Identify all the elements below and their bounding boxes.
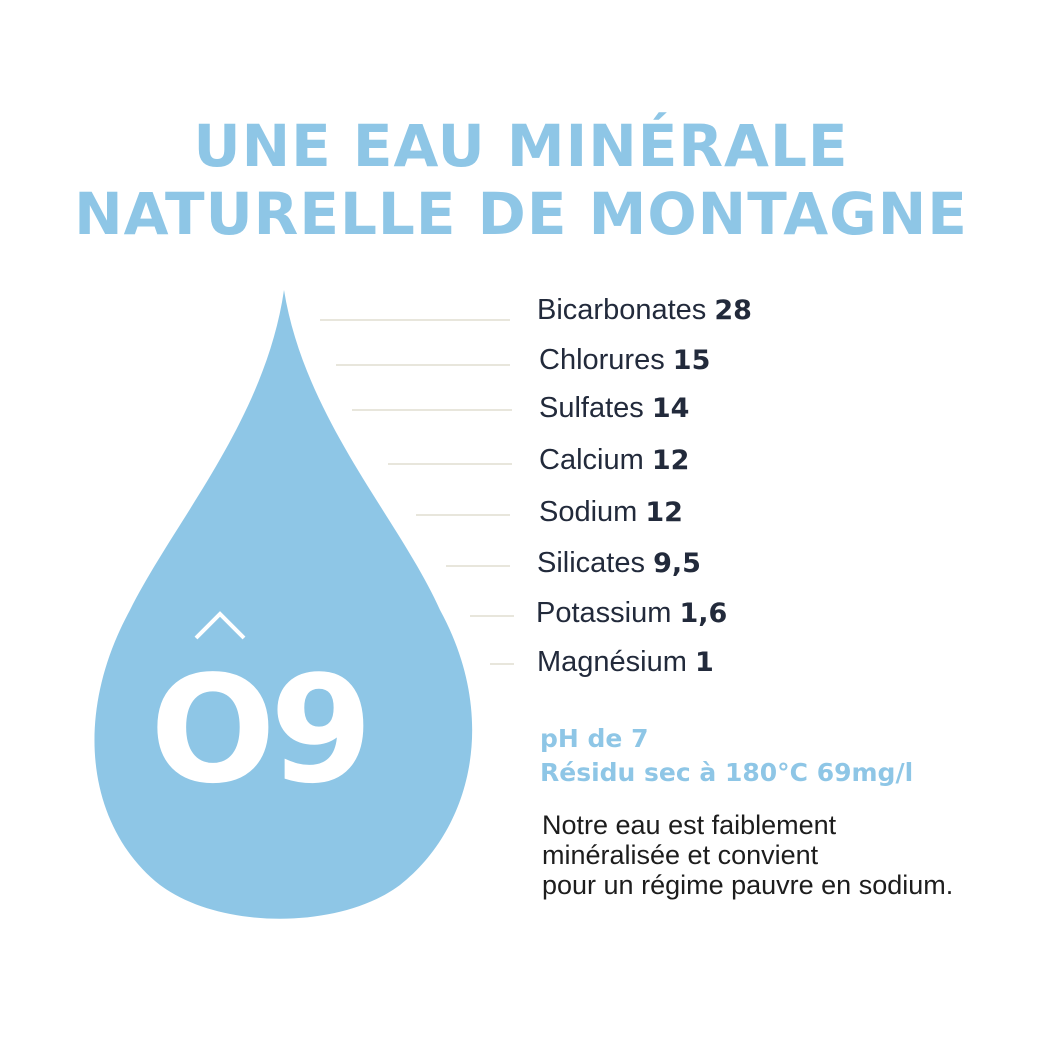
mineral-value: 15: [672, 345, 711, 376]
water-drop-shape: [94, 290, 473, 919]
mineral-value: 28: [714, 295, 752, 326]
list-item: Magnésium 1: [537, 646, 714, 679]
mineral-value: 9,5: [653, 548, 701, 579]
mineral-name: Silicates: [537, 547, 645, 579]
list-item: Potassium 1,6: [536, 597, 727, 630]
mineral-name: Sodium: [539, 496, 638, 528]
list-item: Sulfates 14: [539, 392, 689, 425]
brand-logo: O9: [150, 600, 410, 820]
description-text: Notre eau est faiblement minéralisée et …: [542, 810, 953, 900]
mineral-name: Magnésium: [537, 646, 687, 678]
list-item: Calcium 12: [539, 444, 689, 477]
mineral-value: 12: [651, 445, 690, 476]
dry-residue-value: Résidu sec à 180°C 69mg/l: [540, 758, 914, 787]
leader-lines: [320, 319, 514, 665]
list-item: Sodium 12: [539, 496, 683, 529]
title-line-2: NATURELLE DE MONTAGNE: [74, 180, 968, 248]
logo-text: O9: [150, 644, 373, 816]
list-item: Silicates 9,5: [537, 547, 701, 580]
title-line-1: UNE EAU MINÉRALE: [193, 112, 849, 180]
page-title: UNE EAU MINÉRALE NATURELLE DE MONTAGNE: [0, 112, 1042, 248]
mineral-value: 1: [694, 647, 714, 678]
mineral-name: Calcium: [539, 444, 644, 476]
list-item: Chlorures 15: [539, 344, 710, 377]
mineral-name: Chlorures: [539, 344, 665, 376]
mineral-value: 12: [645, 497, 683, 528]
water-properties: pH de 7 Résidu sec à 180°C 69mg/l: [540, 722, 913, 790]
circumflex-icon: [194, 611, 246, 640]
note-line-2: minéralisée et convient: [542, 840, 819, 870]
mineral-name: Sulfates: [539, 392, 644, 424]
mineral-name: Bicarbonates: [537, 294, 707, 326]
note-line-3: pour un régime pauvre en sodium.: [542, 870, 954, 900]
list-item: Bicarbonates 28: [537, 294, 752, 327]
ph-value: pH de 7: [540, 724, 649, 753]
mineral-value: 14: [651, 393, 690, 424]
mineral-name: Potassium: [536, 597, 672, 629]
note-line-1: Notre eau est faiblement: [542, 810, 837, 840]
mineral-value: 1,6: [679, 598, 728, 629]
